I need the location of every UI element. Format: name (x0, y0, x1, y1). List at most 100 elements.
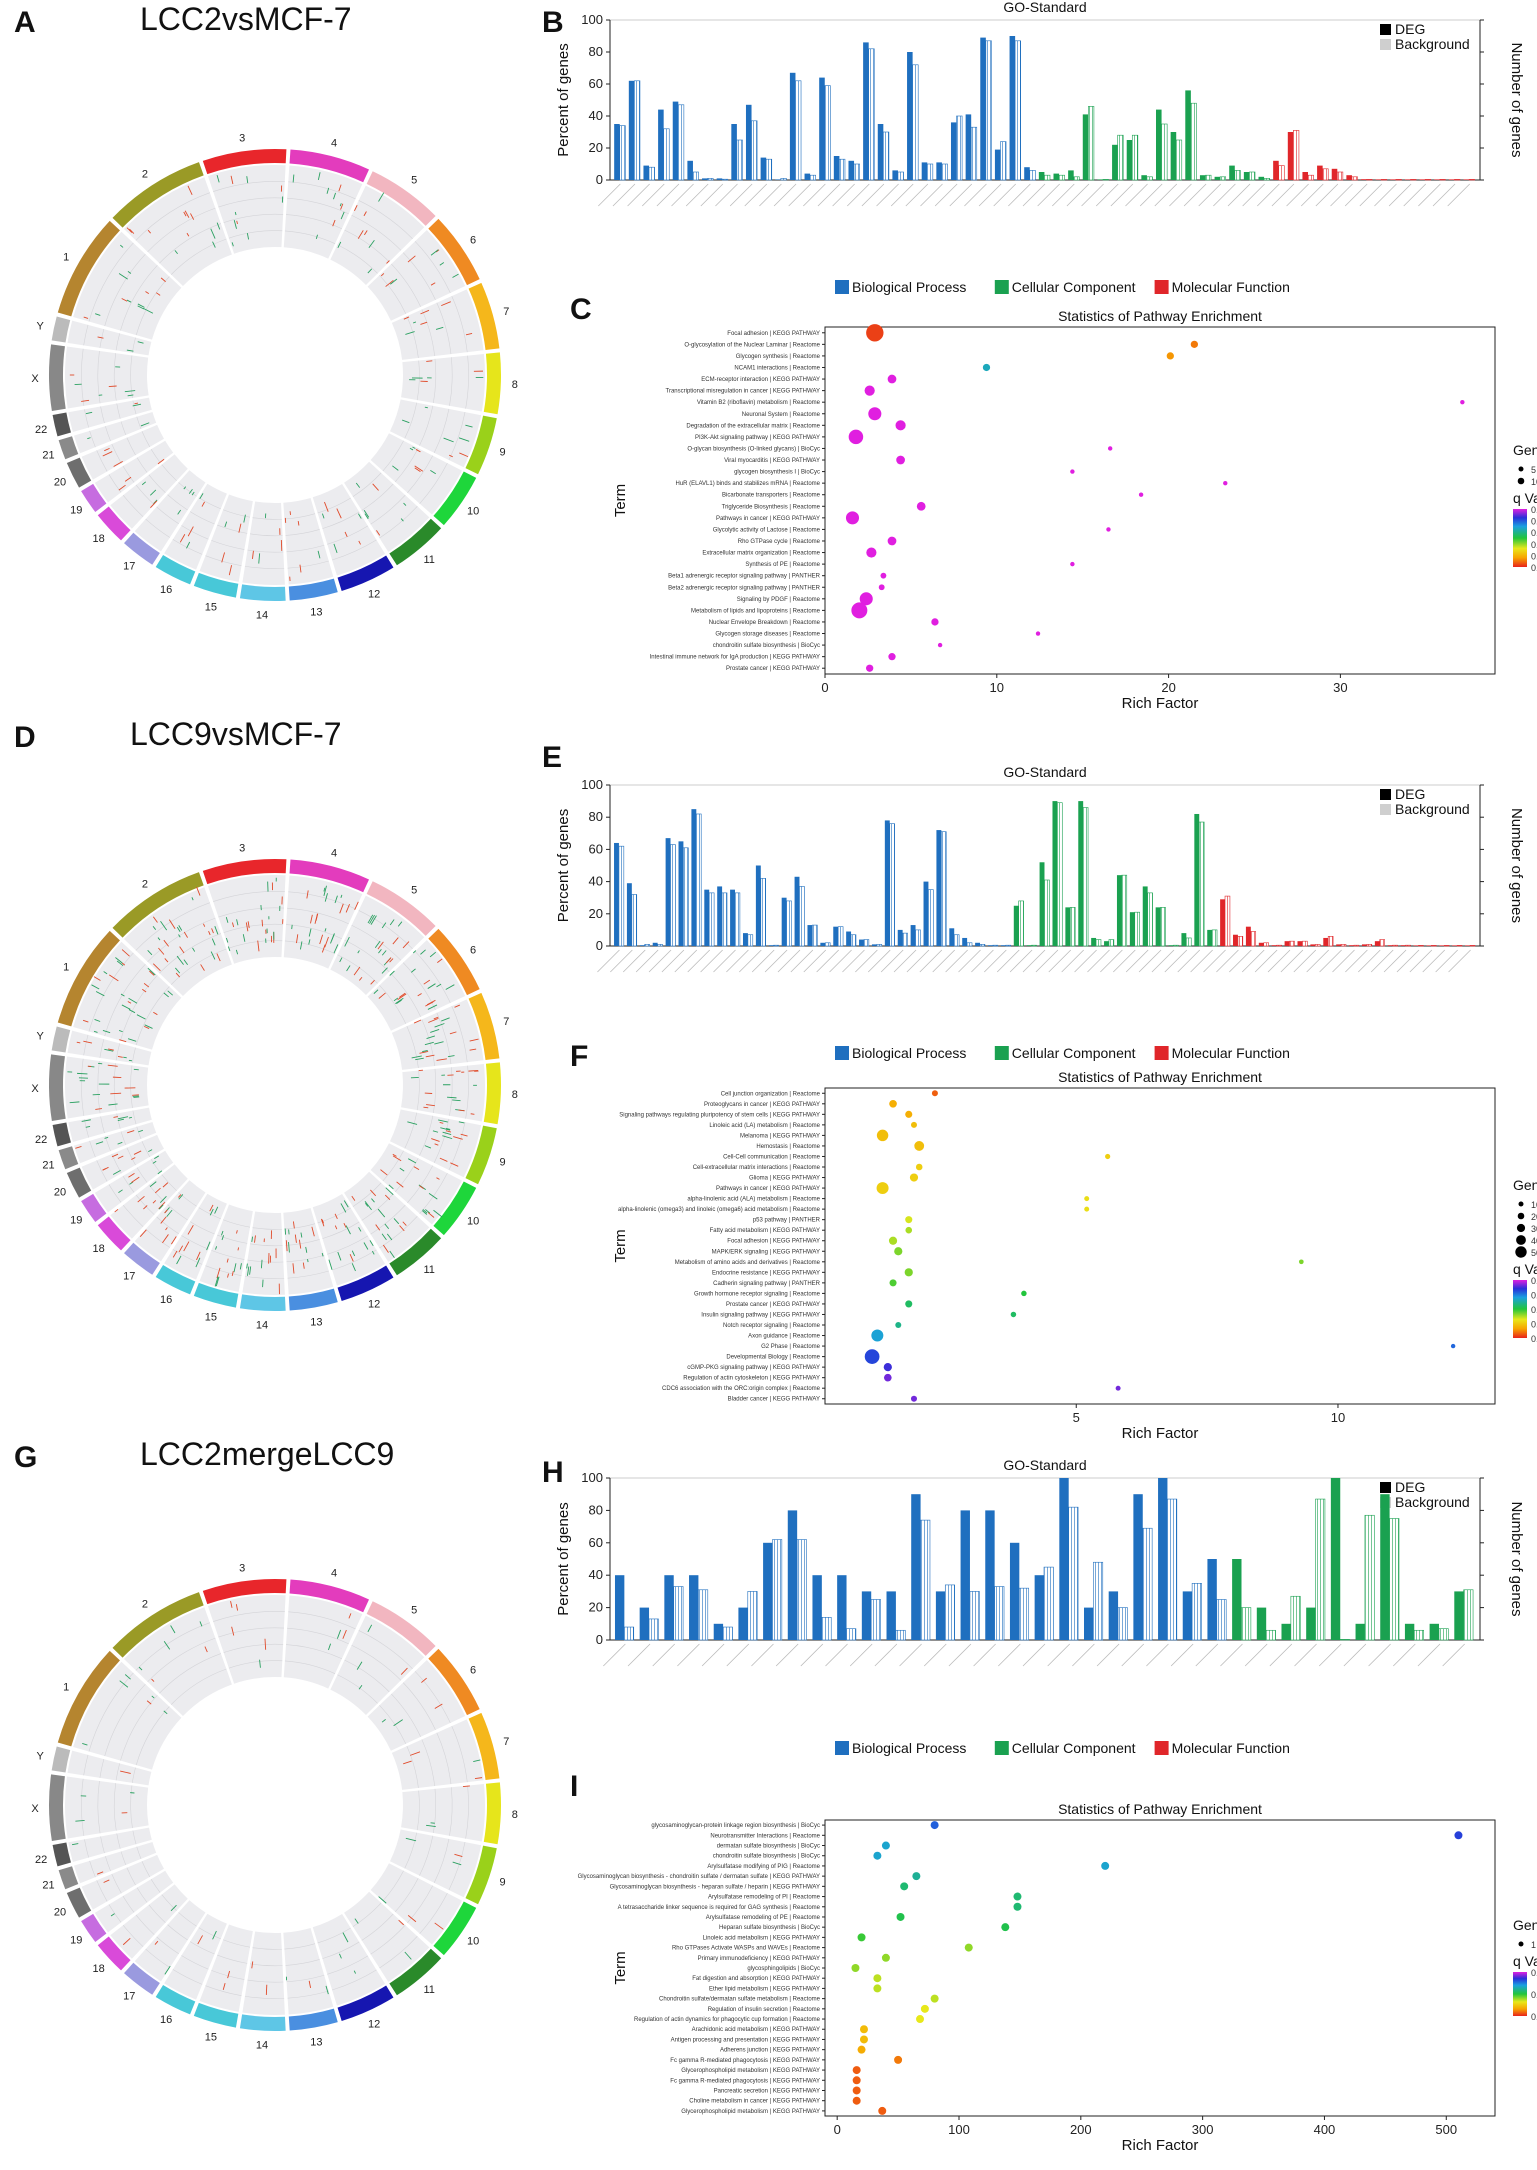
term-label: Pancreatic secretion | KEGG PATHWAY (714, 2088, 820, 2094)
x-tick-label (1047, 1643, 1070, 1667)
variant-mark (369, 1240, 374, 1247)
variant-mark (252, 550, 254, 560)
variant-mark (209, 1204, 214, 1212)
background-bar (1108, 939, 1115, 947)
track-gridline (89, 430, 96, 448)
term-label: alpha-linolenic acid (ALA) metabolism | … (687, 1197, 820, 1203)
variant-mark (216, 174, 220, 183)
variant-mark (102, 451, 113, 457)
pathway-point (857, 2045, 866, 2054)
pathway-point (1084, 1206, 1090, 1212)
variant-mark (191, 491, 195, 496)
pathway-point (1070, 469, 1075, 474)
term-label: Antigen processing and presentation | KE… (671, 2037, 820, 2043)
variant-mark (336, 1629, 342, 1639)
track-background (389, 1109, 482, 1178)
variant-mark (199, 1621, 203, 1627)
background-bar (1336, 171, 1344, 181)
variant-mark (470, 1113, 475, 1115)
track-gridline (406, 1026, 419, 1068)
variant-mark (424, 1041, 434, 1046)
variant-mark (239, 1263, 242, 1270)
background-bar (1237, 936, 1244, 947)
track-gridline (115, 1043, 120, 1061)
variant-mark (420, 309, 430, 315)
variant-mark (133, 1150, 142, 1155)
x-tick-label (700, 183, 724, 207)
variant-mark (129, 1181, 134, 1185)
track-gridline (358, 910, 413, 950)
track-gridline (284, 940, 336, 954)
x-tick-label: 500 (1435, 2122, 1457, 2137)
variant-mark (415, 1057, 424, 1061)
track-gridline (344, 1659, 390, 1693)
track-gridline (285, 924, 343, 940)
q-tick-label: 0.04 (1531, 2012, 1537, 2022)
background-bar (670, 844, 676, 947)
chromosome-label: 21 (42, 449, 54, 461)
track-background (283, 875, 363, 969)
track-gridline (189, 1941, 215, 1955)
x-tick-label (1418, 183, 1441, 207)
background-bar (895, 1629, 906, 1641)
deg-bar (702, 178, 708, 180)
track-background (391, 289, 484, 360)
variant-mark (191, 897, 194, 901)
track-gridline (218, 197, 284, 208)
variant-mark (85, 1125, 91, 1128)
variant-mark (163, 939, 169, 947)
variant-mark (227, 1273, 229, 1278)
track-gridline (113, 1783, 117, 1831)
pathway-point (852, 2066, 861, 2075)
variant-mark (158, 947, 165, 955)
deg-bar (833, 926, 839, 946)
background-bar (1278, 165, 1285, 181)
background-bar (915, 929, 921, 947)
pathway-point (864, 385, 875, 396)
background-bar (1380, 179, 1388, 181)
q-colorbar (1513, 509, 1527, 567)
variant-mark (183, 1241, 190, 1252)
track-background (68, 1827, 152, 1863)
size-legend-dot (1518, 1941, 1524, 1947)
x-tick-label (1442, 1643, 1465, 1667)
size-legend-dot (1518, 466, 1524, 472)
variant-mark (334, 1213, 338, 1219)
track-gridline (83, 324, 89, 346)
variant-mark (113, 1116, 118, 1118)
track-gridline (167, 1924, 188, 1941)
x-tick-label (1112, 949, 1136, 973)
track-gridline (317, 1207, 351, 1224)
x-tick-label (923, 1643, 947, 1667)
x-axis-label: Rich Factor (1122, 1425, 1199, 1442)
background-bar (657, 944, 663, 947)
x-tick-label (1315, 183, 1339, 207)
variant-mark (302, 1262, 305, 1269)
deg-bar (787, 1510, 798, 1640)
track-gridline (135, 1194, 155, 1215)
variant-mark (410, 968, 416, 973)
pathway-point (915, 1163, 923, 1171)
variant-mark (458, 1121, 465, 1124)
x-tick-label (1096, 1643, 1120, 1667)
deg-bar (1245, 926, 1251, 946)
track-gridline (244, 1995, 285, 1999)
track-gridline (419, 405, 434, 446)
variant-mark (176, 926, 181, 932)
panel-label: H (542, 1456, 564, 1489)
chromosome-band (112, 162, 204, 228)
track-gridline (135, 986, 170, 1046)
track-gridline (97, 350, 101, 404)
deg-bar (988, 945, 993, 946)
variant-mark (251, 1961, 254, 1969)
variant-mark (424, 1145, 432, 1149)
track-background (367, 229, 466, 321)
background-bar (1224, 895, 1231, 947)
background-bar (1290, 1595, 1301, 1641)
variant-mark (225, 917, 229, 923)
track-gridline (141, 1141, 151, 1158)
variant-mark (324, 893, 328, 902)
variant-mark (340, 894, 343, 898)
pathway-point (852, 2076, 861, 2085)
